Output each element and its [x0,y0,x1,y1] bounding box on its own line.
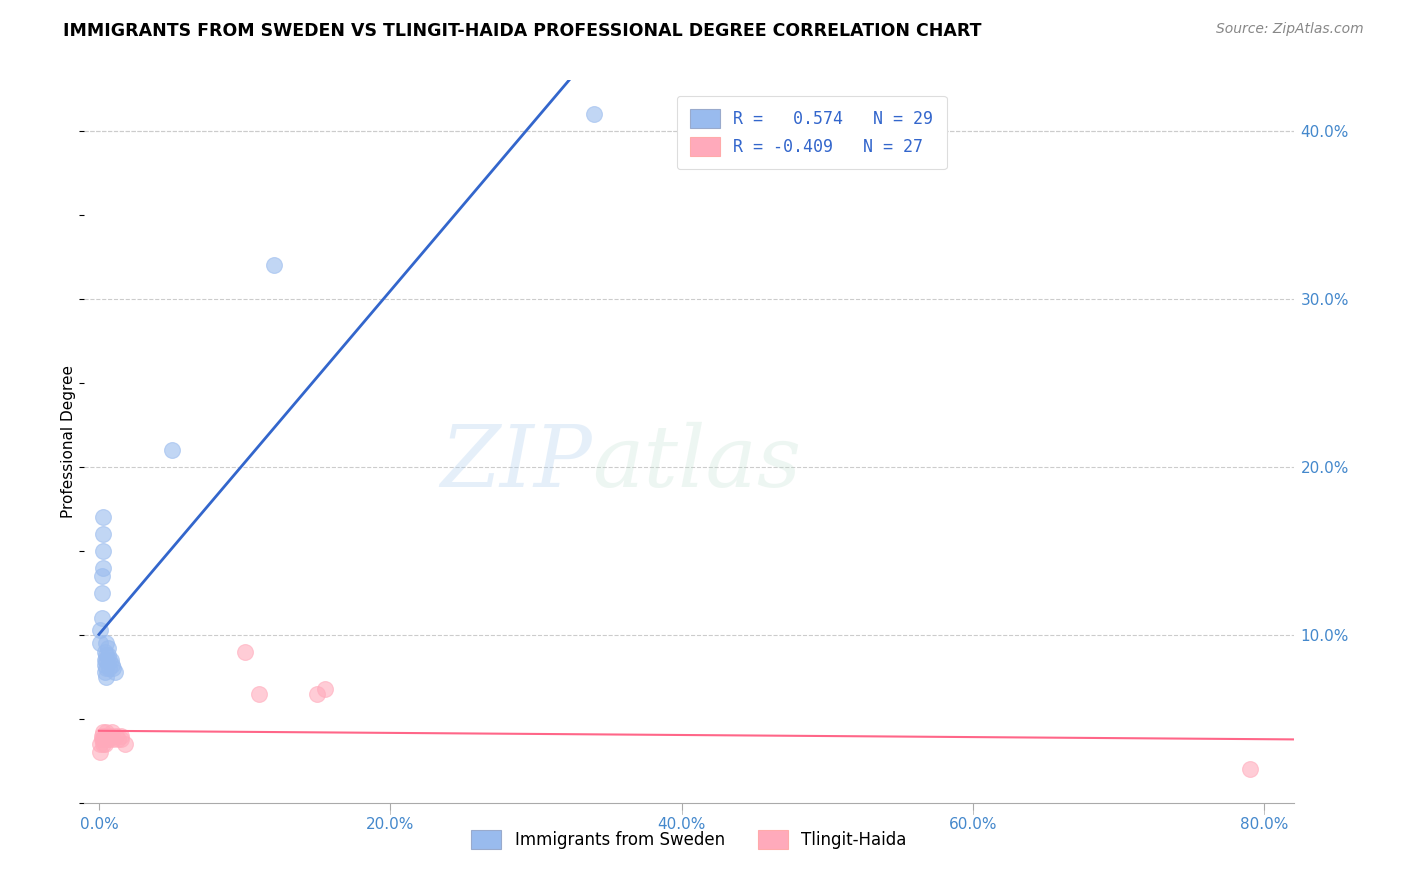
Point [583,107,606,121]
Point [91,510,114,524]
Point [160,442,183,457]
Point [89,636,111,650]
Point [96,636,118,650]
Point [94,653,117,667]
Point [97,641,120,656]
Point [94,665,117,679]
Point [94,658,117,673]
Point [94,729,117,743]
Point [96,731,118,746]
Point [91,725,114,739]
Point [314,681,336,696]
Text: IMMIGRANTS FROM SWEDEN VS TLINGIT-HAIDA PROFESSIONAL DEGREE CORRELATION CHART: IMMIGRANTS FROM SWEDEN VS TLINGIT-HAIDA … [63,22,981,40]
Point [105,729,128,743]
Point [97,648,120,662]
Point [233,644,256,658]
Point [90,611,112,625]
Point [247,687,270,701]
Point [96,653,118,667]
Point [101,658,124,673]
Point [96,670,118,684]
Point [91,527,114,541]
Point [307,687,329,701]
Point [94,737,117,751]
Point [90,731,112,746]
Point [90,729,112,743]
Point [91,543,114,558]
Point [100,729,122,743]
Point [107,731,129,746]
Point [91,560,114,574]
Point [97,729,120,743]
Point [89,623,111,637]
Point [94,644,117,658]
Point [110,729,132,743]
Point [90,569,112,583]
Point [98,653,121,667]
Legend: Immigrants from Sweden, Tlingit-Haida: Immigrants from Sweden, Tlingit-Haida [464,823,914,856]
Point [103,661,125,675]
Point [96,661,118,675]
Point [263,258,285,272]
Point [89,737,111,751]
Point [114,737,136,751]
Point [104,665,127,679]
Text: atlas: atlas [592,422,801,505]
Text: Source: ZipAtlas.com: Source: ZipAtlas.com [1216,22,1364,37]
Point [1239,762,1261,776]
Y-axis label: Professional Degree: Professional Degree [60,365,76,518]
Point [98,731,121,746]
Point [101,725,124,739]
Point [91,737,114,751]
Point [91,731,114,746]
Point [110,731,132,746]
Point [98,661,121,675]
Point [89,745,111,759]
Point [96,648,118,662]
Point [100,653,122,667]
Point [96,725,118,739]
Point [90,586,112,600]
Point [94,731,117,746]
Text: ZIP: ZIP [440,422,592,505]
Point [103,731,125,746]
